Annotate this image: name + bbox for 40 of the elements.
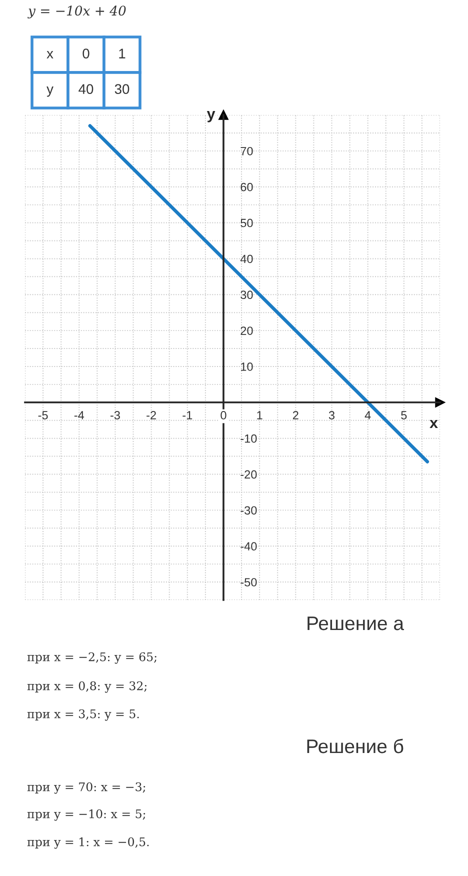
y-tick-label: 20 <box>240 326 253 335</box>
text: 0 <box>82 48 90 58</box>
y-tick-label: 70 <box>240 146 253 156</box>
text: при x = 0,8: y = 32; <box>27 681 146 693</box>
x-tick-label: -5 <box>38 411 48 420</box>
x-tick-label: 0 <box>220 411 226 420</box>
text: 1 <box>119 48 126 58</box>
x-tick-label: 4 <box>364 411 371 420</box>
text: при y = 1: x = −0,5. <box>27 837 149 849</box>
text: при y = −10: x = 5; <box>27 809 146 821</box>
y-tick-label: 10 <box>241 362 253 371</box>
y-tick-label: -20 <box>240 470 257 479</box>
y-tick-label: -10 <box>240 434 257 443</box>
text: при x = −2,5: y = 65; <box>27 652 156 664</box>
y-tick-label: 50 <box>240 218 253 228</box>
x-tick-label: -1 <box>182 411 192 420</box>
text: при y = 70: x = −3; <box>27 782 146 794</box>
y-axis-title: y <box>206 111 216 122</box>
text: Решение а <box>308 616 404 630</box>
text: x <box>46 51 54 58</box>
x-tick-label: -2 <box>146 411 156 420</box>
y-tick-label: 40 <box>240 254 253 264</box>
y-tick-label: -30 <box>240 506 257 515</box>
x-tick-label: -3 <box>110 411 120 420</box>
x-tick-label: -4 <box>74 411 84 420</box>
text: y <box>46 86 54 97</box>
x-tick-label: 5 <box>401 411 407 420</box>
y-tick-label: 60 <box>240 182 253 192</box>
x-tick-label: 3 <box>328 411 335 420</box>
text: при x = 3,5: y = 5. <box>27 709 139 721</box>
x-axis-title: x <box>430 420 438 428</box>
x-tick-label: 1 <box>257 411 262 420</box>
text: 30 <box>114 84 130 94</box>
y-tick-label: -40 <box>240 542 257 551</box>
y-tick-label: 30 <box>240 290 253 300</box>
x-tick-label: 2 <box>292 411 298 420</box>
text: Решение б <box>307 738 404 754</box>
y-tick-label: -50 <box>240 578 257 586</box>
text: 40 <box>78 84 94 94</box>
text: y = −10x + 40 <box>28 6 126 18</box>
